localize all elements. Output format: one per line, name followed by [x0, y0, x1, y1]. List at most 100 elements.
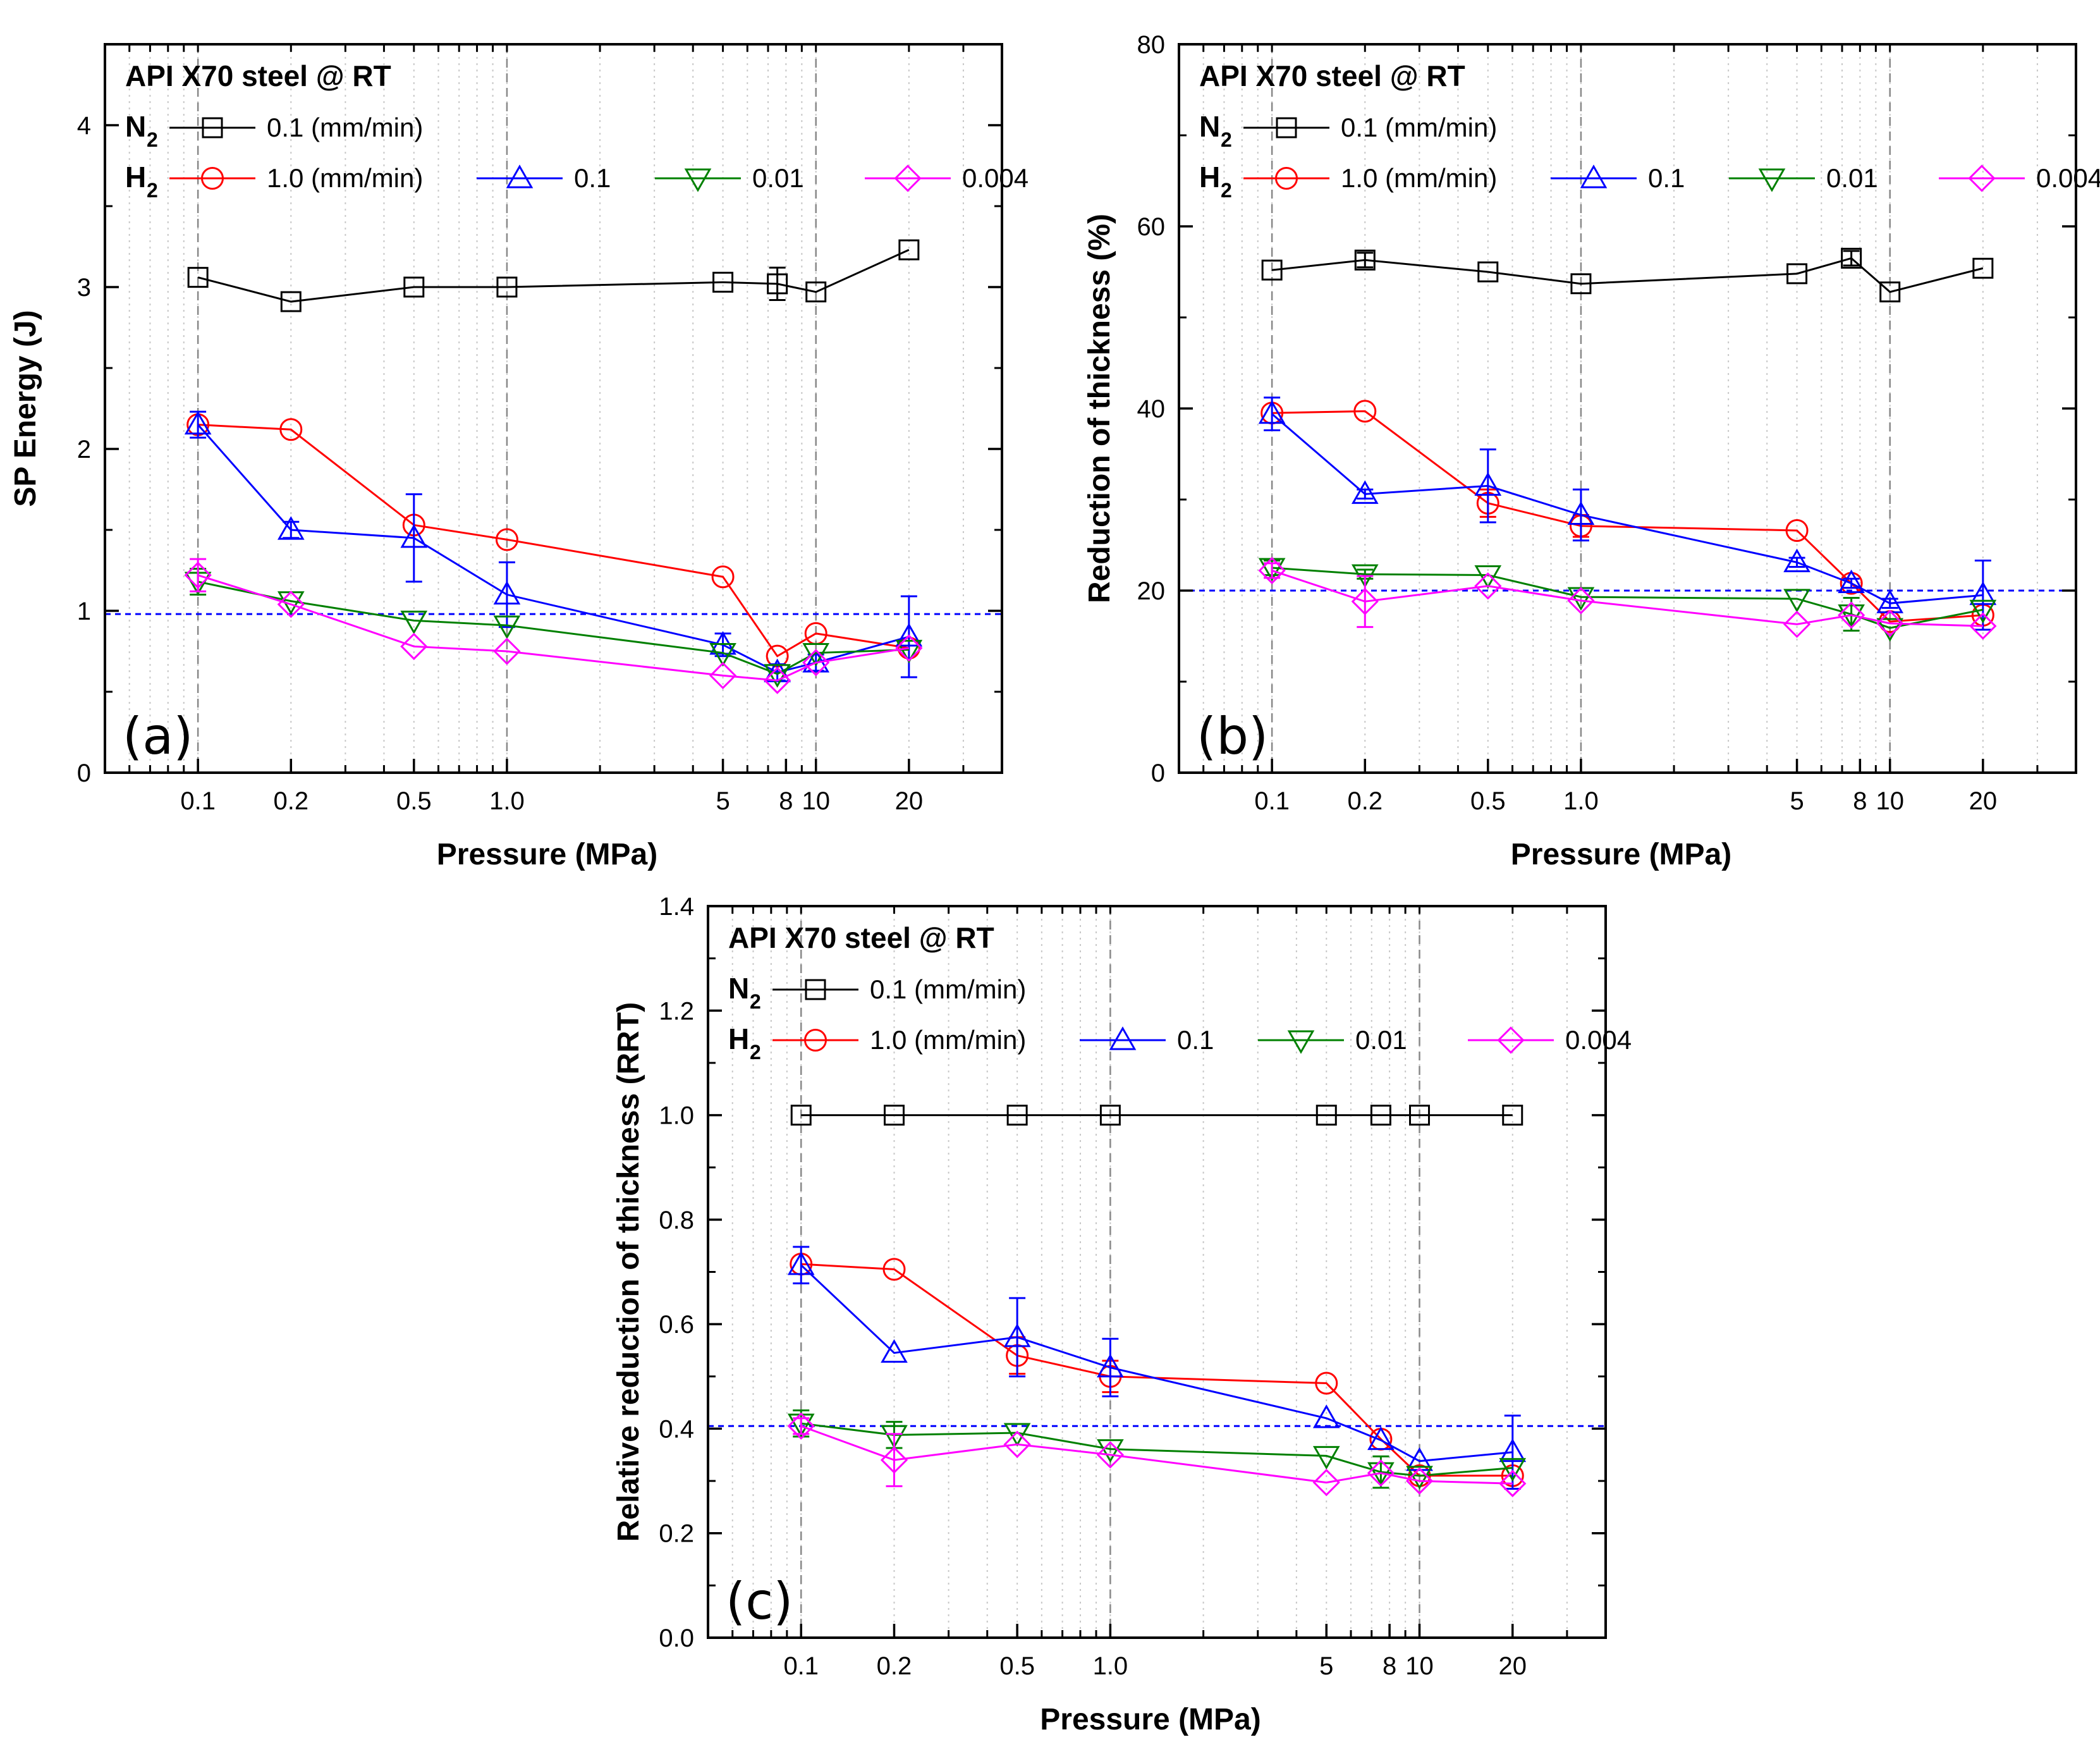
- chart-title: API X70 steel @ RT: [728, 921, 994, 954]
- data-point: [881, 1339, 908, 1363]
- panel-label: (a): [123, 707, 193, 766]
- data-point: [895, 623, 923, 647]
- data-point: [1006, 1105, 1028, 1126]
- data-point: [279, 418, 303, 441]
- data-point: [1406, 1466, 1433, 1490]
- panel-label: (c): [726, 1572, 793, 1631]
- legend-h2-sub: 2: [750, 1041, 761, 1064]
- data-point: [187, 267, 209, 288]
- data-point: [1312, 1404, 1340, 1428]
- series-0: [187, 239, 920, 312]
- legend-marker-circle: [1275, 167, 1298, 190]
- legend-h2-rate: 1.0 (mm/min): [1341, 163, 1497, 193]
- data-point: [1097, 1439, 1124, 1463]
- data-point: [709, 661, 737, 690]
- series-line: [1271, 569, 1983, 627]
- chart-title: API X70 steel @ RT: [125, 59, 391, 92]
- series-line: [1271, 413, 1983, 604]
- y-tick-label: 80: [1137, 31, 1166, 59]
- x-tick-label: 1.0: [489, 787, 525, 815]
- y-axis-title: Reduction of thickness (%): [1083, 214, 1116, 603]
- data-point: [1972, 257, 1994, 279]
- y-tick-label: 60: [1137, 213, 1166, 241]
- data-point: [280, 291, 302, 312]
- data-point: [1312, 1445, 1340, 1470]
- data-point: [400, 610, 428, 635]
- plot-frame: [104, 43, 1003, 774]
- series-4: [1258, 556, 1997, 640]
- data-point: [1316, 1105, 1337, 1126]
- chart-title: API X70 steel @ RT: [1199, 59, 1465, 92]
- data-point: [709, 642, 736, 667]
- legend-marker-square: [1276, 117, 1297, 138]
- series-line: [198, 424, 910, 658]
- data-point: [1783, 548, 1810, 572]
- legend-h2-label: H: [1199, 161, 1220, 193]
- x-tick-label: 20: [1969, 787, 1998, 815]
- data-point: [1783, 589, 1810, 613]
- x-tick-label: 0.2: [1347, 787, 1383, 815]
- y-tick-label: 4: [77, 112, 91, 140]
- legend-h2-rate: 0.1: [574, 163, 611, 193]
- data-point: [1312, 1468, 1340, 1497]
- x-tick-label: 0.1: [1254, 787, 1290, 815]
- data-point: [1367, 1459, 1395, 1487]
- series-line: [197, 424, 910, 673]
- data-point: [1003, 1323, 1031, 1347]
- data-point: [802, 649, 830, 677]
- x-tick-label: 1.0: [1563, 787, 1599, 815]
- y-tick-label: 0.4: [659, 1415, 694, 1443]
- data-point: [1499, 1458, 1527, 1482]
- data-point: [496, 276, 518, 298]
- data-point: [1354, 249, 1376, 271]
- data-point: [1786, 263, 1808, 285]
- data-point: [711, 565, 735, 589]
- y-tick-label: 0.6: [659, 1311, 694, 1339]
- data-point: [1785, 519, 1809, 542]
- x-tick-label: 0.2: [877, 1652, 912, 1680]
- series-2: [787, 1246, 1527, 1490]
- data-point: [1258, 400, 1286, 424]
- data-point: [493, 615, 521, 639]
- data-point: [1499, 1438, 1527, 1463]
- data-point: [764, 666, 791, 694]
- legend-h2-rate: 0.004: [1565, 1025, 1632, 1055]
- legend-h2-rate: 1.0 (mm/min): [267, 163, 423, 193]
- data-point: [1258, 556, 1286, 584]
- x-tick-label: 20: [1499, 1652, 1527, 1680]
- data-point: [1969, 612, 1997, 640]
- x-axis-title: Pressure (MPa): [437, 838, 657, 871]
- data-point: [1409, 1105, 1431, 1126]
- legend-marker-square: [805, 979, 826, 1000]
- legend-h2-rate: 0.01: [1826, 163, 1878, 193]
- data-point: [1405, 1467, 1434, 1495]
- data-point: [805, 281, 827, 303]
- data-point: [184, 410, 212, 435]
- legend-h2-rate: 1.0 (mm/min): [870, 1025, 1026, 1055]
- data-point: [1003, 1423, 1031, 1447]
- x-tick-label: 0.5: [999, 1652, 1035, 1680]
- x-tick-label: 0.5: [396, 787, 432, 815]
- legend-h2-sub: 2: [147, 179, 158, 202]
- panel-a: 0 1 2 3 4 0.1 0.2 0.5 1.0 5 8 10 20 Pressure (MPa) SP …: [9, 43, 1029, 871]
- data-point: [1096, 1441, 1124, 1469]
- legend-h2-label: H: [728, 1022, 749, 1055]
- data-point: [882, 1258, 906, 1281]
- data-point: [1838, 569, 1865, 594]
- legend-marker-circle: [201, 167, 224, 190]
- x-tick-label: 5: [716, 787, 730, 815]
- legend-n2-sub: 2: [750, 990, 761, 1013]
- data-point: [1261, 259, 1283, 281]
- legend-marker-triangle-up: [1109, 1026, 1137, 1050]
- legend-marker-diamond: [1497, 1026, 1525, 1054]
- y-tick-label: 1.0: [659, 1102, 694, 1130]
- x-tick-label: 8: [779, 787, 793, 815]
- x-tick-label: 0.5: [1470, 787, 1506, 815]
- legend-marker-square: [202, 117, 223, 138]
- x-axis-title: Pressure (MPa): [1040, 1703, 1261, 1736]
- panel-c: 0.0 0.2 0.4 0.6 0.8 1.0 1.2 1.4 0.1 0.2 0.5 1.0 5 8 10…: [612, 893, 1632, 1736]
- legend-h2-rate: 0.1: [1177, 1025, 1214, 1055]
- data-point: [883, 1105, 905, 1126]
- data-point: [1567, 501, 1595, 525]
